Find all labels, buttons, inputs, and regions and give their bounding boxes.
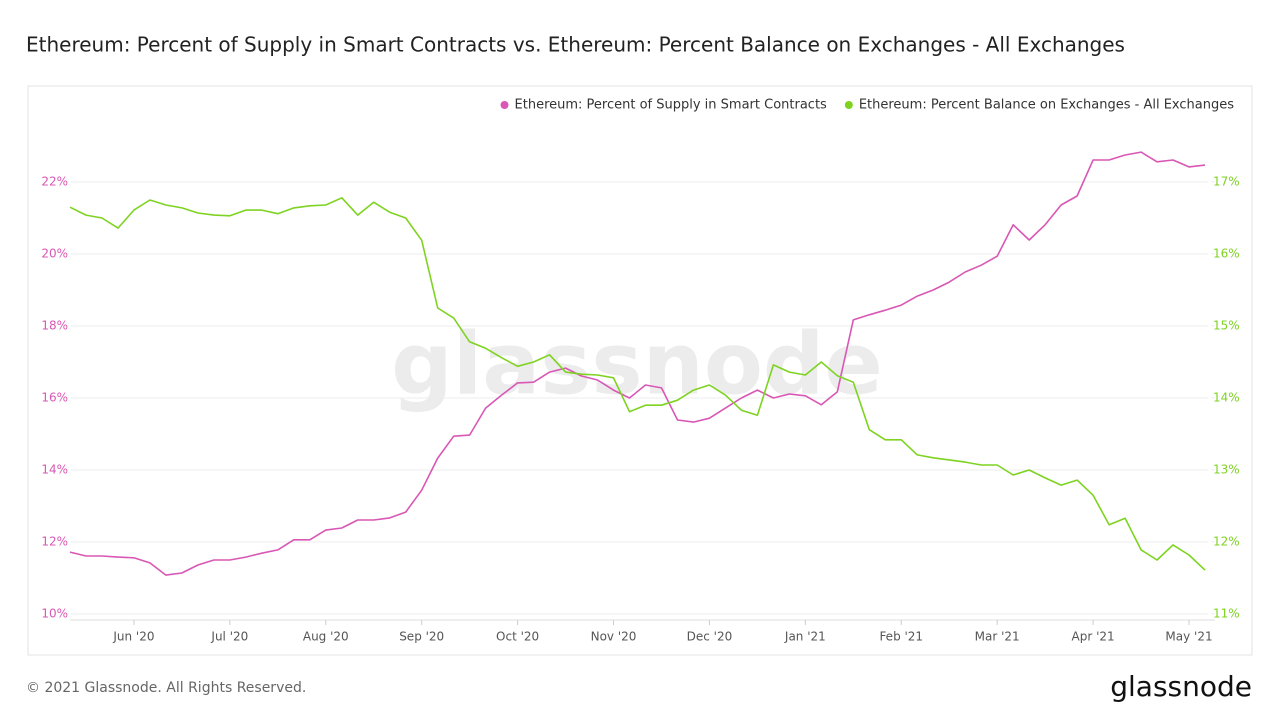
watermark: glassnode <box>391 314 883 414</box>
x-tick-label: May '21 <box>1165 630 1212 644</box>
y2-tick-label: 16% <box>1213 247 1240 261</box>
y-tick-label: 22% <box>41 175 68 189</box>
x-tick-label: Apr '21 <box>1072 630 1115 644</box>
x-tick-label: Mar '21 <box>975 630 1020 644</box>
x-tick-label: Jul '20 <box>210 630 248 644</box>
x-tick-label: Jun '20 <box>112 630 154 644</box>
y-tick-label: 14% <box>41 463 68 477</box>
y2-tick-label: 17% <box>1213 175 1240 189</box>
logo: glassnode <box>1110 670 1252 703</box>
y2-tick-label: 13% <box>1213 463 1240 477</box>
x-tick-label: Jan '21 <box>784 630 826 644</box>
x-tick-label: Sep '20 <box>399 630 444 644</box>
y2-tick-label: 14% <box>1213 391 1240 405</box>
x-tick-label: Feb '21 <box>879 630 923 644</box>
series-line <box>69 197 1206 571</box>
legend-label: Ethereum: Percent Balance on Exchanges -… <box>859 98 1234 113</box>
legend-marker <box>844 101 853 109</box>
footer: © 2021 Glassnode. All Rights Reserved. <box>26 680 306 696</box>
y2-tick-label: 15% <box>1213 319 1240 333</box>
y-tick-label: 20% <box>41 247 68 261</box>
y2-tick-label: 12% <box>1213 535 1240 549</box>
y2-tick-label: 11% <box>1213 607 1240 621</box>
y-tick-label: 18% <box>41 319 68 333</box>
chart-title: Ethereum: Percent of Supply in Smart Con… <box>26 33 1125 57</box>
legend-label: Ethereum: Percent of Supply in Smart Con… <box>515 98 828 113</box>
y-tick-label: 12% <box>41 535 68 549</box>
x-tick-label: Oct '20 <box>496 630 539 644</box>
series-line <box>69 151 1206 576</box>
x-tick-label: Aug '20 <box>303 630 349 644</box>
plot-frame <box>27 85 1253 656</box>
y-tick-label: 10% <box>41 607 68 621</box>
y-tick-label: 16% <box>41 391 68 405</box>
x-tick-label: Dec '20 <box>687 630 733 644</box>
x-tick-label: Nov '20 <box>591 630 637 644</box>
legend-marker <box>500 101 509 109</box>
